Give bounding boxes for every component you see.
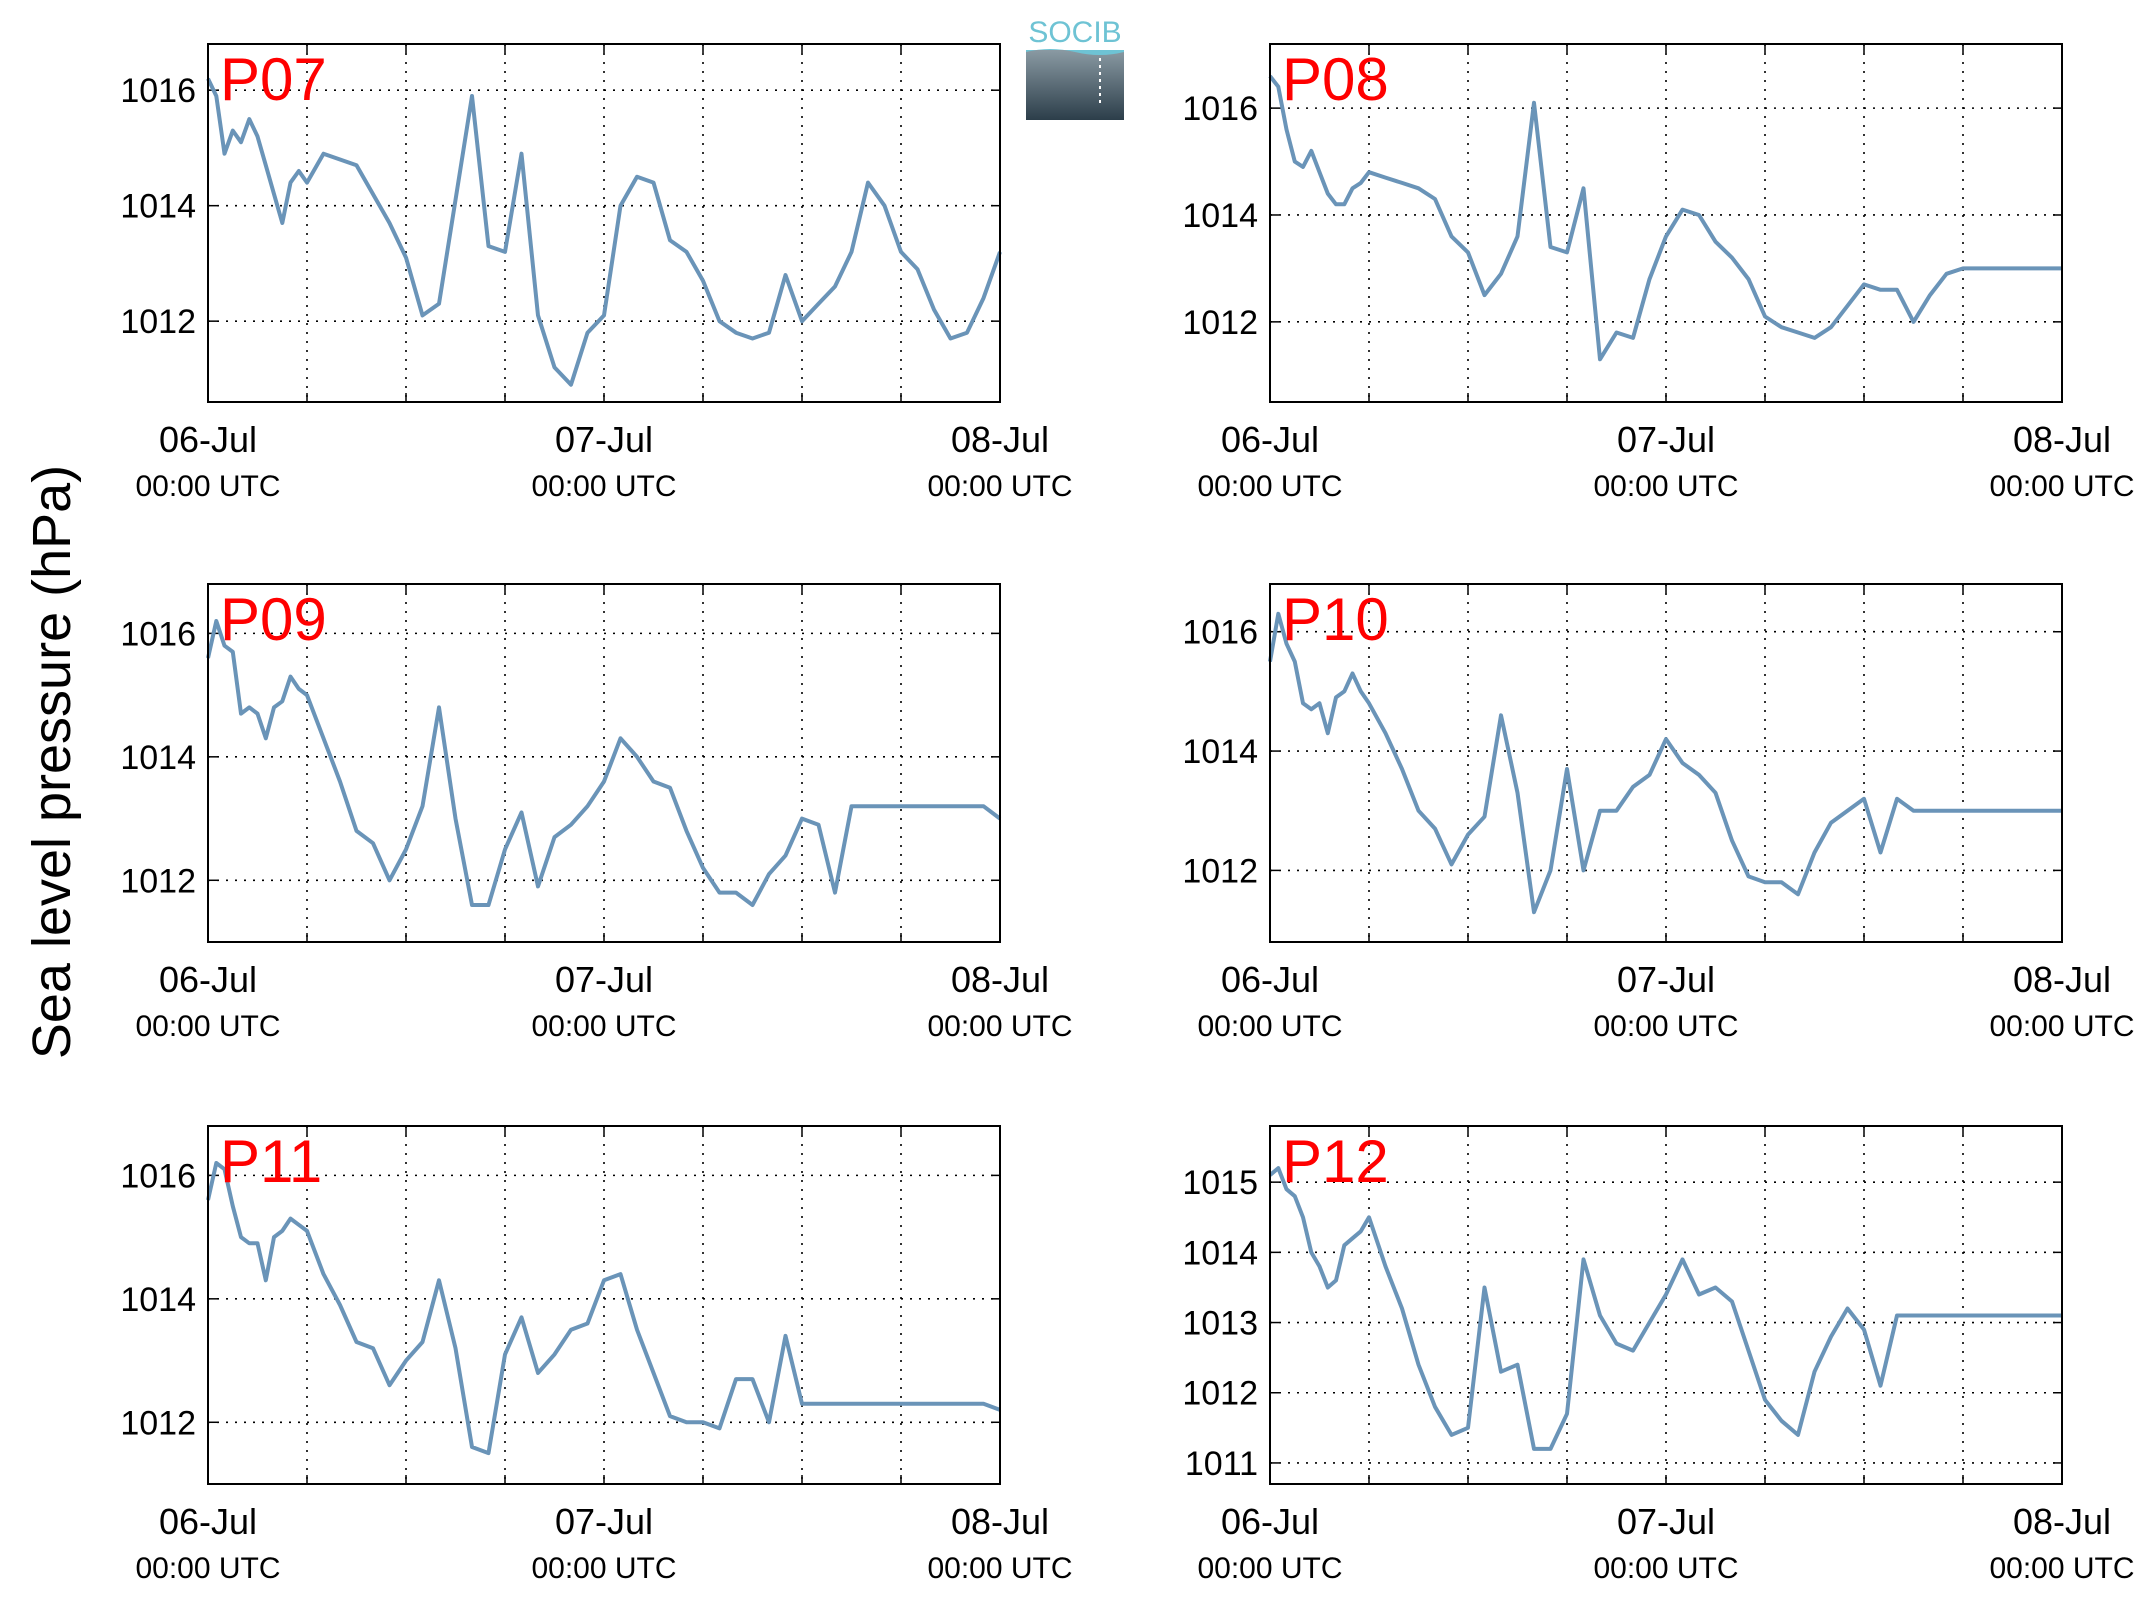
station-label: P10 — [1282, 586, 1389, 653]
axes-box — [207, 583, 1001, 943]
x-tick-time-label: 00:00 UTC — [135, 1552, 280, 1585]
x-tick-time-label: 00:00 UTC — [1593, 1552, 1738, 1585]
x-tick-time-label: 00:00 UTC — [1593, 470, 1738, 503]
figure-ylabel: Sea level pressure (hPa) — [22, 465, 82, 1059]
y-tick-label: 1012 — [1182, 852, 1258, 890]
socib-logo-text: SOCIB — [1028, 16, 1121, 49]
y-tick-label: 1016 — [1182, 614, 1258, 652]
x-tick-time-label: 00:00 UTC — [1989, 470, 2134, 503]
y-tick-label: 1014 — [1182, 1234, 1258, 1272]
x-tick-time-label: 00:00 UTC — [135, 1010, 280, 1043]
station-label: P11 — [220, 1128, 322, 1195]
y-tick-label: 1014 — [120, 1281, 196, 1319]
x-tick-time-label: 00:00 UTC — [1197, 470, 1342, 503]
axes-box — [207, 1125, 1001, 1485]
x-tick-time-label: 00:00 UTC — [927, 1010, 1072, 1043]
x-tick-date-label: 07-Jul — [1617, 419, 1715, 460]
axes-box — [207, 43, 1001, 403]
y-tick-label: 1015 — [1182, 1164, 1258, 1202]
y-tick-label: 1016 — [120, 72, 196, 110]
x-tick-date-label: 08-Jul — [2013, 959, 2111, 1000]
y-tick-label: 1014 — [1182, 197, 1258, 235]
x-tick-date-label: 06-Jul — [1221, 419, 1319, 460]
axes-box — [1269, 43, 2063, 403]
x-tick-time-label: 00:00 UTC — [531, 1010, 676, 1043]
x-tick-date-label: 06-Jul — [159, 959, 257, 1000]
x-tick-date-label: 07-Jul — [1617, 1501, 1715, 1542]
pressure-line — [206, 77, 1002, 387]
x-tick-time-label: 00:00 UTC — [1989, 1552, 2134, 1585]
x-tick-time-label: 00:00 UTC — [1197, 1552, 1342, 1585]
station-label: P09 — [220, 586, 327, 653]
x-tick-date-label: 06-Jul — [1221, 1501, 1319, 1542]
x-tick-date-label: 06-Jul — [1221, 959, 1319, 1000]
y-tick-label: 1014 — [120, 739, 196, 777]
panel-p10: 1012 1014 1016 06-Jul 00:00 UTC 07-Jul 00:00 U… — [1182, 583, 2135, 1043]
panels: 1012 1014 1016 06-Jul 00:00 UTC 07-Jul 00:00 U… — [120, 43, 2135, 1585]
x-tick-date-label: 06-Jul — [159, 1501, 257, 1542]
pressure-line — [206, 1161, 1001, 1456]
axes-box — [1269, 583, 2063, 943]
y-tick-label: 1016 — [1182, 90, 1258, 128]
y-tick-label: 1012 — [1182, 304, 1258, 342]
x-tick-time-label: 00:00 UTC — [1593, 1010, 1738, 1043]
panel-p11: 1012 1014 1016 06-Jul 00:00 UTC 07-Jul 00:00 U… — [120, 1125, 1073, 1585]
x-tick-time-label: 00:00 UTC — [135, 470, 280, 503]
y-tick-label: 1012 — [1182, 1375, 1258, 1413]
pressure-line — [1268, 611, 2062, 915]
x-tick-date-label: 07-Jul — [555, 959, 653, 1000]
y-tick-label: 1011 — [1185, 1445, 1258, 1483]
y-tick-label: 1013 — [1182, 1305, 1258, 1343]
x-tick-date-label: 08-Jul — [951, 1501, 1049, 1542]
y-tick-label: 1016 — [120, 1157, 196, 1195]
x-tick-date-label: 08-Jul — [951, 959, 1049, 1000]
y-tick-label: 1014 — [120, 188, 196, 226]
socib-logo: SOCIB — [1026, 16, 1124, 120]
y-tick-label: 1012 — [120, 303, 196, 341]
panel-p09: 1012 1014 1016 06-Jul 00:00 UTC 07-Jul 00:00 U… — [120, 583, 1073, 1043]
x-tick-date-label: 07-Jul — [555, 1501, 653, 1542]
axes-box — [1269, 1125, 2063, 1485]
x-tick-date-label: 07-Jul — [1617, 959, 1715, 1000]
x-tick-time-label: 00:00 UTC — [927, 470, 1072, 503]
pressure-line — [206, 619, 1002, 907]
panel-p07: 1012 1014 1016 06-Jul 00:00 UTC 07-Jul 00:00 U… — [120, 43, 1073, 503]
station-label: P12 — [1282, 1128, 1389, 1195]
pressure-line — [1268, 74, 2062, 362]
x-tick-date-label: 08-Jul — [2013, 419, 2111, 460]
x-tick-time-label: 00:00 UTC — [927, 1552, 1072, 1585]
station-label: P07 — [220, 46, 327, 113]
panel-p08: 1012 1014 1016 06-Jul 00:00 UTC 07-Jul 00:00 U… — [1182, 43, 2135, 503]
panel-p12: 1011 1012 1013 1014 1015 06-Jul 00:00 UTC 07-Ju… — [1182, 1125, 2135, 1585]
station-label: P08 — [1282, 46, 1389, 113]
pressure-line — [1268, 1166, 2062, 1451]
y-tick-label: 1016 — [120, 615, 196, 653]
x-tick-date-label: 06-Jul — [159, 419, 257, 460]
x-tick-time-label: 00:00 UTC — [531, 1552, 676, 1585]
x-tick-date-label: 08-Jul — [951, 419, 1049, 460]
y-tick-label: 1012 — [120, 1404, 196, 1442]
y-tick-label: 1012 — [120, 862, 196, 900]
x-tick-date-label: 08-Jul — [2013, 1501, 2111, 1542]
x-tick-time-label: 00:00 UTC — [1197, 1010, 1342, 1043]
x-tick-time-label: 00:00 UTC — [531, 470, 676, 503]
x-tick-time-label: 00:00 UTC — [1989, 1010, 2134, 1043]
y-tick-label: 1014 — [1182, 733, 1258, 771]
x-tick-date-label: 07-Jul — [555, 419, 653, 460]
